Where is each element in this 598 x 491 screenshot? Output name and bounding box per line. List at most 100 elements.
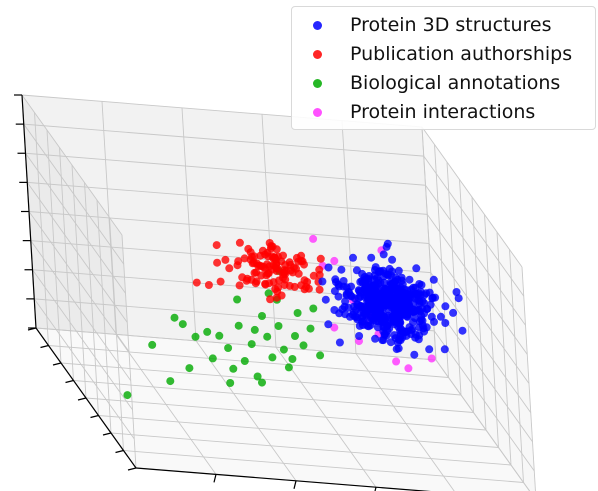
data-point-protein-3d-structures	[349, 253, 357, 262]
data-point-publication-authorships	[277, 291, 286, 300]
data-point-biological-annotations	[306, 324, 315, 333]
data-point-biological-annotations	[234, 321, 243, 330]
data-point-publication-authorships	[281, 261, 290, 270]
data-point-protein-3d-structures	[330, 287, 339, 296]
data-point-publication-authorships	[272, 245, 281, 254]
data-point-publication-authorships	[261, 280, 270, 289]
data-point-publication-authorships	[248, 259, 257, 268]
data-point-protein-3d-structures	[417, 312, 426, 320]
axis-ticks	[14, 94, 377, 491]
data-point-publication-authorships	[298, 257, 307, 266]
data-point-protein-3d-structures	[405, 275, 414, 284]
data-point-protein-3d-structures	[394, 302, 403, 311]
data-point-publication-authorships	[304, 284, 313, 293]
data-point-protein-3d-structures	[372, 308, 381, 317]
data-point-protein-3d-structures	[398, 280, 407, 289]
data-point-protein-interactions	[330, 256, 339, 265]
grid-line-right-y	[434, 144, 449, 378]
y-axis-tick	[27, 327, 37, 331]
data-point-protein-3d-structures	[412, 264, 421, 273]
data-point-protein-3d-structures	[334, 280, 343, 289]
data-point-biological-annotations	[191, 332, 200, 341]
data-point-protein-3d-structures	[428, 293, 437, 302]
data-point-protein-3d-structures	[390, 287, 399, 296]
data-point-protein-3d-structures	[410, 314, 419, 323]
data-point-publication-authorships	[259, 262, 268, 271]
data-point-publication-authorships	[233, 261, 242, 270]
data-point-publication-authorships	[235, 238, 244, 247]
data-point-publication-authorships	[281, 275, 290, 284]
data-point-publication-authorships	[262, 271, 271, 280]
grid-line-left-y	[59, 147, 74, 381]
data-point-biological-annotations	[178, 320, 187, 329]
data-point-biological-annotations	[166, 377, 175, 386]
data-point-biological-annotations	[233, 295, 242, 304]
data-point-biological-annotations	[240, 357, 249, 365]
data-point-biological-annotations	[264, 289, 273, 298]
y-axis-tick	[102, 432, 112, 436]
grid-line-right-y	[509, 249, 524, 483]
data-point-protein-3d-structures	[441, 302, 450, 311]
data-point-protein-3d-structures	[383, 270, 392, 279]
legend-item-protein-3d-structures: Protein 3D structures	[292, 11, 552, 39]
y-axis-tick	[90, 414, 99, 419]
data-point-biological-annotations	[224, 344, 233, 352]
data-point-protein-3d-structures	[360, 273, 369, 281]
series-publication-authorships	[192, 238, 325, 304]
y-axis-tick	[52, 362, 62, 366]
data-point-biological-annotations	[258, 312, 266, 320]
data-point-protein-3d-structures	[429, 275, 438, 284]
data-point-publication-authorships	[300, 276, 309, 285]
data-point-publication-authorships	[315, 270, 324, 279]
y-axis-tick	[40, 344, 49, 349]
grid-line-floor-y	[35, 327, 437, 361]
data-point-protein-3d-structures	[370, 275, 379, 284]
data-point-publication-authorships	[216, 277, 225, 286]
data-point-protein-3d-structures	[381, 297, 390, 306]
data-point-protein-3d-structures	[454, 294, 463, 303]
data-point-protein-3d-structures	[342, 283, 351, 292]
data-point-publication-authorships	[212, 241, 221, 250]
data-point-biological-annotations	[316, 351, 325, 360]
data-point-protein-3d-structures	[402, 327, 411, 336]
data-point-biological-annotations	[291, 332, 299, 340]
data-point-biological-annotations	[250, 325, 259, 334]
data-point-protein-3d-structures	[452, 288, 461, 296]
data-point-protein-3d-structures	[364, 280, 372, 289]
data-point-protein-3d-structures	[353, 315, 362, 324]
data-point-protein-3d-structures	[410, 350, 419, 359]
data-point-biological-annotations	[208, 354, 217, 363]
data-point-publication-authorships	[266, 295, 275, 304]
data-point-protein-3d-structures	[372, 290, 381, 299]
data-point-biological-annotations	[148, 340, 157, 349]
legend: Protein 3D structures Publication author…	[291, 6, 596, 130]
data-point-publication-authorships	[225, 264, 234, 273]
y-axis-tick	[115, 449, 124, 454]
data-point-biological-annotations	[247, 340, 256, 349]
legend-item-protein-interactions: Protein interactions	[292, 98, 535, 126]
data-point-publication-authorships	[316, 254, 325, 263]
grid-line-floor-y	[85, 397, 487, 431]
data-point-publication-authorships	[285, 281, 294, 290]
data-point-biological-annotations	[263, 332, 272, 341]
legend-item-biological-annotations: Biological annotations	[292, 69, 560, 97]
data-point-protein-3d-structures	[324, 263, 333, 272]
data-point-publication-authorships	[235, 281, 244, 290]
data-point-protein-3d-structures	[391, 277, 400, 286]
data-point-biological-annotations	[203, 327, 212, 336]
data-point-protein-3d-structures	[383, 239, 392, 248]
data-point-protein-3d-structures	[324, 320, 333, 329]
data-point-protein-3d-structures	[340, 302, 349, 311]
legend-marker-protein-3d-structures	[313, 20, 322, 30]
data-point-publication-authorships	[279, 251, 287, 260]
data-point-protein-3d-structures	[318, 277, 327, 286]
grid-line-floor-y	[110, 432, 512, 466]
data-point-publication-authorships	[213, 258, 222, 267]
data-point-biological-annotations	[258, 378, 266, 387]
data-point-protein-interactions	[330, 323, 339, 332]
data-point-protein-3d-structures	[352, 266, 361, 275]
grid-line-back-z	[25, 152, 426, 186]
data-point-protein-3d-structures	[417, 281, 426, 289]
data-point-protein-3d-structures	[388, 255, 397, 264]
data-point-biological-annotations	[288, 355, 297, 363]
